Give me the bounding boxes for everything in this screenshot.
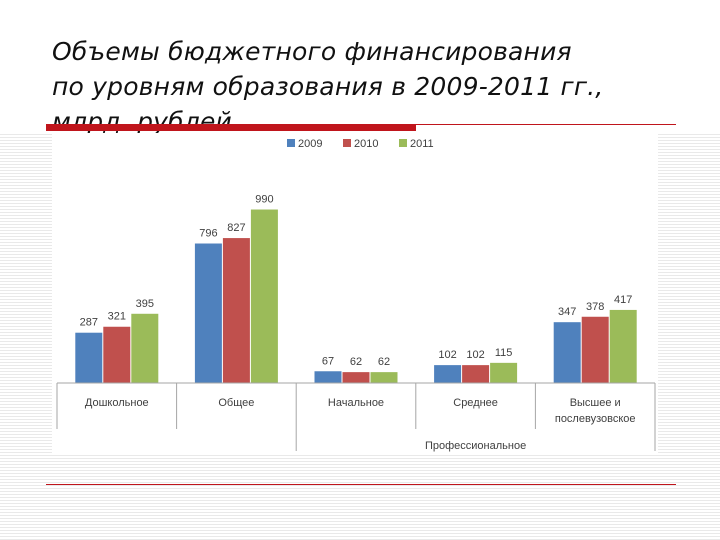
bar-2010-3	[462, 365, 490, 383]
data-label-2010-4: 378	[586, 301, 604, 313]
category-label-4-1: послевузовское	[555, 413, 636, 425]
category-label-3-0: Среднее	[453, 397, 498, 409]
bar-2010-1	[222, 238, 250, 383]
bar-2010-4	[581, 316, 609, 383]
bar-2010-2	[342, 372, 370, 383]
bar-2011-3	[490, 362, 518, 383]
data-label-2010-0: 321	[108, 311, 126, 323]
bar-2011-2	[370, 372, 398, 383]
data-label-2011-0: 395	[136, 298, 154, 310]
category-label-4-0: Высшее и	[570, 397, 621, 409]
title-line-2: по уровням образования в 2009-2011 гг.,	[52, 72, 604, 101]
legend-label-2010: 2010	[354, 138, 378, 150]
data-label-2009-4: 347	[558, 306, 576, 318]
data-label-2010-2: 62	[350, 356, 362, 368]
title-accent-line	[416, 124, 676, 125]
footer-line	[46, 484, 676, 485]
data-label-2010-3: 102	[466, 349, 484, 361]
bar-2009-1	[194, 243, 222, 383]
data-label-2009-0: 287	[80, 317, 98, 329]
legend-label-2011: 2011	[410, 138, 434, 150]
bar-2011-1	[250, 209, 278, 383]
chart-container: 2009 2010 2011 287 796 67 102 347 321 827 62 102 378…	[52, 133, 658, 453]
bar-2009-3	[434, 365, 462, 383]
data-label-2011-1: 990	[255, 194, 273, 206]
data-label-2011-2: 62	[378, 356, 390, 368]
data-label-2010-1: 827	[227, 222, 245, 234]
title-line-3: млрд. рублей	[52, 107, 232, 136]
category-label-0-0: Дошкольное	[85, 397, 149, 409]
legend-label-2009: 2009	[298, 138, 322, 150]
legend-swatch-2010	[343, 139, 351, 147]
title-accent-bar	[46, 124, 416, 131]
category-label-2-0: Начальное	[328, 397, 384, 409]
group-label: Профессиональное	[425, 440, 526, 452]
title-line-1: Объемы бюджетного финансирования	[52, 37, 572, 66]
bar-2009-0	[75, 332, 103, 383]
bar-2011-0	[131, 313, 159, 383]
data-label-2009-2: 67	[322, 355, 334, 367]
legend-swatch-2009	[287, 139, 295, 147]
bar-2009-2	[314, 371, 342, 383]
legend-swatch-2011	[399, 139, 407, 147]
bar-2009-4	[553, 322, 581, 383]
data-label-2011-4: 417	[614, 294, 632, 306]
category-label-1-0: Общее	[218, 397, 254, 409]
data-label-2011-3: 115	[495, 347, 513, 359]
bar-2010-0	[103, 326, 131, 383]
bar-2011-4	[609, 309, 637, 383]
bar-chart: 2009 2010 2011 287 796 67 102 347 321 827 62 102 378…	[56, 138, 656, 452]
data-label-2009-1: 796	[199, 228, 217, 240]
data-label-2009-3: 102	[438, 349, 456, 361]
slide-title: Объемы бюджетного финансирования по уров…	[52, 34, 702, 139]
